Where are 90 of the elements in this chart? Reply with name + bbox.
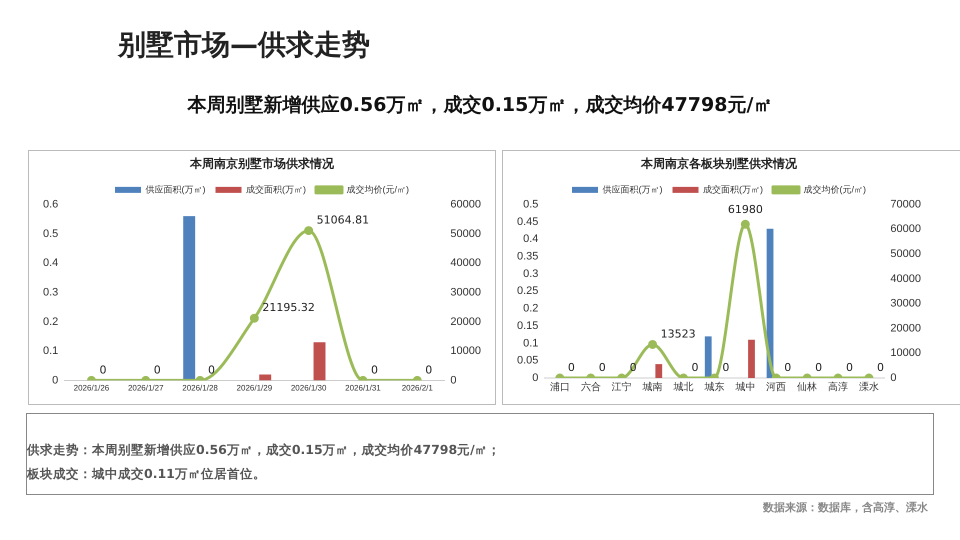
y-tick-label: 0.35 [516, 250, 538, 263]
y-tick-label: 0.6 [42, 198, 58, 210]
y2-tick-label: 30000 [890, 298, 922, 310]
y2-tick-label: 40000 [450, 257, 482, 270]
legend-label: 成交均价(元/㎡) [346, 184, 409, 194]
data-label: 0 [568, 360, 575, 374]
y-tick-label: 0.25 [516, 285, 538, 298]
y-tick-label: 0.3 [523, 268, 538, 280]
y2-tick-label: 20000 [890, 322, 922, 334]
bar [259, 374, 272, 380]
y2-tick-label: 50000 [450, 228, 482, 240]
x-tick-label: 2026/1/28 [182, 383, 218, 392]
y-tick-label: 0.1 [523, 337, 538, 350]
y-tick-label: 0 [532, 372, 538, 384]
data-label: 0 [154, 363, 161, 376]
y2-tick-label: 40000 [890, 272, 922, 285]
x-tick-label: 城东 [703, 380, 724, 393]
data-label: 0 [722, 360, 730, 374]
y-tick-label: 0.4 [42, 257, 58, 270]
y2-tick-label: 20000 [450, 316, 482, 328]
y-tick-label: 0.05 [516, 354, 538, 367]
x-tick-label: 浦口 [550, 380, 570, 393]
bar [766, 228, 774, 378]
y-tick-label: 0.3 [42, 286, 58, 298]
legend-label: 成交均价(元/㎡) [803, 184, 866, 194]
data-label: 0 [208, 363, 216, 376]
legend-label: 成交面积(万㎡) [246, 184, 306, 194]
y2-tick-label: 10000 [890, 347, 922, 360]
bar [704, 336, 712, 378]
y-tick-label: 0.15 [516, 320, 538, 332]
y2-tick-label: 0 [450, 374, 457, 386]
x-tick-label: 高淳 [828, 380, 848, 393]
x-tick-label: 2026/1/26 [74, 383, 110, 392]
data-label: 13523 [660, 327, 696, 340]
x-tick-label: 城中 [734, 380, 756, 393]
y2-tick-label: 10000 [450, 345, 482, 358]
y2-tick-label: 50000 [890, 248, 922, 260]
data-label: 0 [370, 363, 378, 376]
x-tick-label: 2026/2/1 [402, 383, 434, 392]
point [250, 314, 259, 323]
bar [183, 216, 196, 380]
x-tick-label: 江宁 [612, 380, 632, 393]
x-tick-label: 2026/1/27 [128, 383, 164, 392]
y2-tick-label: 60000 [450, 198, 482, 210]
data-label: 51064.81 [316, 213, 370, 226]
x-tick-label: 溧水 [858, 380, 879, 393]
data-label: 0 [99, 363, 106, 376]
y-tick-label: 0.5 [42, 228, 58, 240]
data-label: 0 [846, 360, 854, 374]
data-label: 0 [425, 363, 432, 376]
y-tick-label: 0.2 [523, 302, 538, 315]
x-tick-label: 2026/1/29 [236, 383, 273, 392]
data-label: 0 [815, 360, 822, 374]
data-label: 21195.32 [262, 301, 315, 314]
x-tick-label: 城南 [642, 380, 663, 393]
chart-title: 本周南京别墅市场供求情况 [189, 156, 335, 171]
legend-label: 供应面积(万㎡) [602, 184, 663, 194]
data-label: 0 [784, 360, 792, 374]
text: 别墅市场—供求走势 [118, 27, 370, 63]
legend-label: 供应面积(万㎡) [146, 184, 206, 194]
y2-tick-label: 60000 [890, 223, 922, 236]
y-tick-label: 0.1 [42, 345, 58, 358]
data-label: 0 [598, 360, 606, 374]
y2-tick-label: 70000 [890, 198, 922, 210]
bar [748, 340, 755, 378]
source-note: 数据来源：数据库，含高淳、溧水 [763, 500, 928, 515]
data-label: 0 [876, 360, 884, 374]
text: 板块成交：城中成交0.11万㎡位居首位。 [27, 465, 267, 483]
y-tick-label: 0.4 [523, 233, 538, 246]
legend-label: 成交面积(万㎡) [703, 184, 764, 194]
y2-tick-label: 0 [890, 372, 897, 384]
bar [314, 342, 326, 380]
point [304, 226, 314, 236]
y-tick-label: 0.5 [523, 198, 538, 210]
x-tick-label: 城北 [672, 380, 694, 393]
text: 本周别墅新增供应0.56万㎡，成交0.15万㎡，成交均价47798元/㎡ [186, 93, 774, 118]
x-tick-label: 2026/1/30 [290, 383, 327, 392]
x-tick-label: 仙林 [797, 380, 818, 393]
bar [655, 364, 662, 378]
data-label: 61980 [728, 203, 763, 216]
text: 供求走势：本周别墅新增供应0.56万㎡，成交0.15万㎡，成交均价47798元/㎡； [27, 441, 502, 459]
y-tick-label: 0 [52, 374, 58, 386]
y-tick-label: 0.2 [42, 316, 58, 328]
y2-tick-label: 30000 [450, 286, 482, 298]
x-tick-label: 六合 [580, 380, 601, 393]
y-tick-label: 0.45 [516, 216, 538, 228]
data-label: 0 [692, 360, 698, 374]
chart-title: 本周南京各板块别墅供求情况 [640, 156, 798, 171]
x-tick-label: 2026/1/31 [345, 383, 382, 392]
x-tick-label: 河西 [766, 380, 786, 393]
